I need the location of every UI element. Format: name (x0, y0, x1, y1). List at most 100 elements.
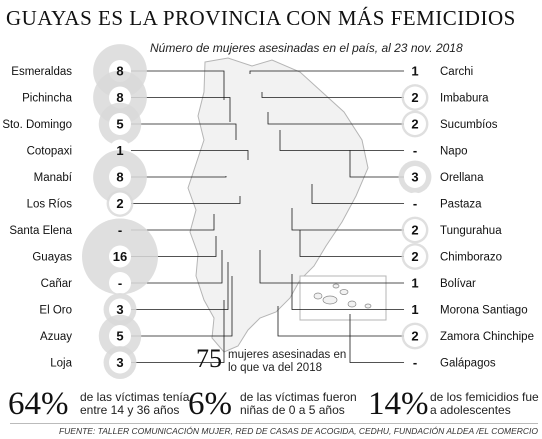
galapagos-island (313, 292, 323, 300)
leader-line (349, 150, 415, 178)
value-label: - (118, 223, 122, 238)
province-label: Morona Santiago (440, 305, 528, 317)
value-label: 8 (116, 170, 123, 185)
bubbles (82, 44, 432, 379)
value-label: 2 (411, 90, 418, 105)
value-disc (109, 86, 131, 109)
value-disc (404, 325, 426, 347)
leader-line (299, 230, 415, 257)
labels: Esmeraldas 8 Pichincha 8 Sto. Domingo 5 Cotopa… (2, 64, 534, 371)
value-label: 2 (411, 117, 418, 132)
value-disc (404, 272, 426, 294)
galapagos-island (322, 295, 338, 305)
value-label: 5 (116, 117, 123, 132)
leader-line (120, 97, 231, 122)
value-label: 2 (411, 223, 418, 238)
leader-line (120, 262, 229, 310)
value-disc (404, 245, 426, 268)
value-label: - (118, 276, 122, 291)
leader-line (277, 306, 415, 337)
province-label: Tungurahua (440, 225, 502, 237)
stat-value-3: 14% (368, 386, 429, 422)
page-title: GUAYAS ES LA PROVINCIA CON MÁS FEMICIDIO… (6, 6, 516, 30)
value-label: 3 (116, 355, 123, 370)
value-label: - (413, 143, 417, 158)
value-label: 2 (411, 329, 418, 344)
province-label: Zamora Chinchipe (440, 331, 534, 343)
leader-line (291, 208, 415, 231)
province-label: Carchi (440, 66, 473, 78)
value-label: - (413, 355, 417, 370)
province-label: Santa Elena (9, 225, 72, 237)
ecuador-map (187, 57, 387, 353)
value-disc (404, 113, 426, 135)
leader-line (120, 276, 233, 337)
value-disc (109, 192, 131, 215)
leader-line (120, 214, 215, 231)
source-note: FUENTE: TALLER COMUNICACIÓN MUJER, RED D… (10, 423, 538, 437)
value-label: 5 (116, 329, 123, 344)
galapagos-island (332, 283, 340, 289)
leader-line (120, 123, 237, 140)
leader-line (120, 176, 227, 178)
map-outline (187, 57, 369, 353)
province-label: Manabí (34, 172, 73, 184)
leader-line (267, 112, 415, 125)
leader-line (291, 274, 415, 310)
value-disc (404, 219, 426, 241)
leader-line (120, 300, 225, 363)
stat-text-2: de las víctimas fueron niñas de 0 a 5 añ… (240, 390, 357, 417)
value-label: 1 (411, 64, 418, 79)
province-label: Orellana (440, 172, 484, 184)
province-label: Sucumbíos (440, 119, 498, 131)
total-text: mujeres asesinadas en lo que va del 2018 (228, 349, 347, 374)
value-disc (109, 272, 131, 294)
value-label: 1 (411, 276, 418, 291)
value-label: 2 (411, 249, 418, 264)
province-label: Cañar (41, 278, 72, 290)
province-label: Guayas (32, 252, 72, 264)
value-label: 3 (116, 302, 123, 317)
province-label: El Oro (39, 305, 72, 317)
province-label: Pastaza (440, 199, 482, 211)
value-disc (404, 139, 426, 162)
value-label: 2 (116, 196, 123, 211)
value-disc (109, 351, 131, 374)
stat-value-2: 6% (188, 386, 232, 422)
value-disc (109, 166, 131, 188)
province-label: Imbabura (440, 93, 489, 105)
total-value: 75 (196, 344, 222, 373)
value-disc (109, 245, 131, 268)
stat-text-1: de las víctimas tenía entre 14 y 36 años (80, 390, 190, 417)
value-disc (404, 60, 426, 82)
leader-line (249, 70, 415, 74)
leader-line (120, 250, 223, 284)
province-label: Galápagos (440, 358, 496, 370)
province-label: Esmeraldas (11, 66, 72, 78)
province-label: Chimborazo (440, 252, 502, 264)
leader-lines (120, 70, 415, 363)
leader-line (349, 314, 415, 363)
stat-text-3: de los femicidios fue a adolescentes (430, 390, 539, 417)
province-label: Loja (50, 358, 72, 370)
value-disc (404, 192, 426, 215)
province-label: Bolívar (440, 278, 476, 290)
value-disc (404, 298, 426, 321)
value-label: 16 (113, 249, 127, 264)
value-label: 8 (116, 64, 123, 79)
leader-line (279, 130, 415, 151)
value-disc (109, 325, 131, 347)
value-label: 1 (411, 302, 418, 317)
province-label: Los Ríos (27, 199, 73, 211)
value-disc (109, 113, 131, 135)
bubble-chart: Esmeraldas 8 Pichincha 8 Sto. Domingo 5 Cotopa… (2, 44, 534, 379)
chart-subtitle: Número de mujeres asesinadas en el país,… (150, 41, 463, 55)
value-label: - (413, 196, 417, 211)
value-disc (404, 166, 426, 188)
leader-line (120, 196, 241, 204)
value-disc (109, 298, 131, 321)
value-disc (404, 351, 426, 374)
value-label: 1 (116, 143, 123, 158)
province-label: Sto. Domingo (2, 119, 72, 131)
leader-line (311, 184, 415, 204)
